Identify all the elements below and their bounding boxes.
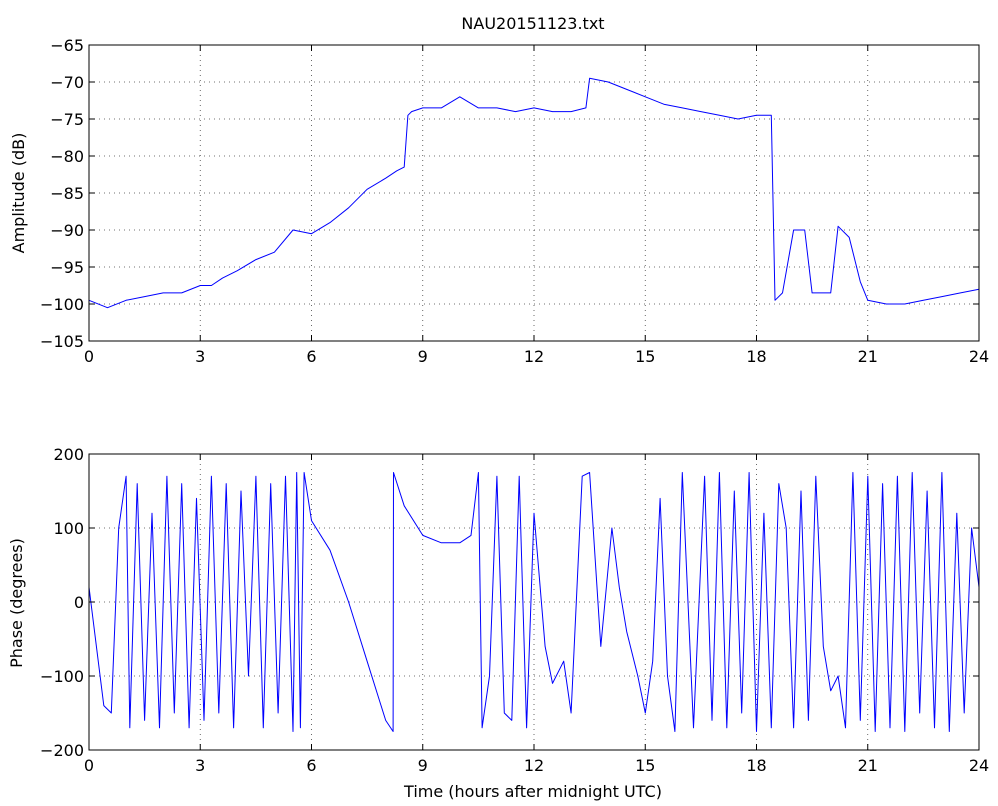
phase-xtick-label: 6: [306, 756, 316, 775]
amplitude-ytick-label: −90: [50, 221, 84, 240]
amplitude-panel: NAU20151123.txt Amplitude (dB) 0 3 6 9 12 15 1…: [9, 14, 989, 366]
amplitude-ytick-label: −105: [40, 332, 84, 351]
amplitude-xtick-label: 6: [306, 347, 316, 366]
phase-xtick-label: 3: [195, 756, 205, 775]
amplitude-xtick-label: 18: [746, 347, 766, 366]
amplitude-ytick-label: −85: [50, 184, 84, 203]
amplitude-ylabel: Amplitude (dB): [9, 133, 28, 254]
amplitude-xtick-label: 21: [858, 347, 878, 366]
amplitude-title: NAU20151123.txt: [461, 14, 604, 33]
amplitude-ytick-label: −100: [40, 295, 84, 314]
amplitude-xtick-label: 15: [635, 347, 655, 366]
phase-ylabel: Phase (degrees): [7, 538, 26, 668]
amplitude-xtick-label: 9: [418, 347, 428, 366]
phase-xtick-label: 15: [635, 756, 655, 775]
phase-ytick-label: −200: [40, 741, 84, 760]
amplitude-ytick-label: −80: [50, 147, 84, 166]
phase-ytick-label: 100: [53, 519, 84, 538]
amplitude-ytick-label: −70: [50, 73, 84, 92]
phase-xtick-label: 24: [969, 756, 989, 775]
phase-xlabel: Time (hours after midnight UTC): [403, 782, 662, 801]
phase-ytick-label: 0: [74, 593, 84, 612]
amplitude-ytick-label: −65: [50, 36, 84, 55]
phase-xtick-label: 21: [858, 756, 878, 775]
amplitude-xtick-label: 12: [524, 347, 544, 366]
amplitude-ytick-label: −95: [50, 258, 84, 277]
phase-ytick-label: 200: [53, 445, 84, 464]
phase-panel: Phase (degrees) Time (hours after midnig…: [7, 445, 989, 801]
amplitude-xtick-label: 0: [84, 347, 94, 366]
phase-xtick-label: 0: [84, 756, 94, 775]
phase-xtick-label: 18: [746, 756, 766, 775]
phase-series-line: [88, 472, 980, 732]
amplitude-xtick-label: 3: [195, 347, 205, 366]
phase-xtick-label: 9: [418, 756, 428, 775]
amplitude-series-line: [88, 77, 980, 309]
phase-xtick-label: 12: [524, 756, 544, 775]
amplitude-xtick-label: 24: [969, 347, 989, 366]
phase-ytick-label: −100: [40, 667, 84, 686]
amplitude-ytick-label: −75: [50, 110, 84, 129]
